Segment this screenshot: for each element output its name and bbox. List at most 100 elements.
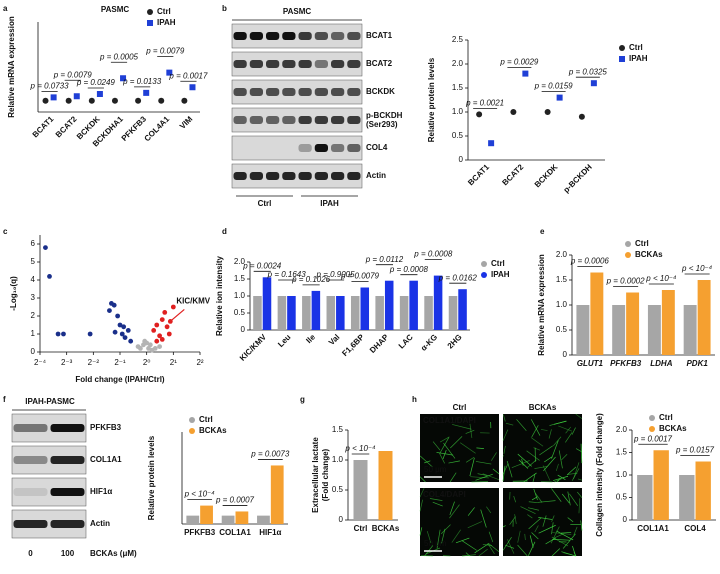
fiber — [503, 445, 506, 454]
y-tick-label: 0 — [563, 350, 568, 359]
dot — [166, 69, 173, 76]
bar — [235, 511, 249, 524]
fiber — [529, 535, 534, 548]
p-value: p < 10⁻⁴ — [184, 490, 216, 499]
point — [157, 333, 163, 339]
fiber — [476, 447, 484, 449]
fiber — [522, 460, 530, 464]
p-value: p = 0.0162 — [438, 273, 478, 282]
blot-band — [266, 116, 280, 124]
x-tick-label: 2⁻² — [88, 358, 100, 367]
x-tick-label: F1,6BP — [340, 332, 366, 358]
dot — [476, 111, 483, 118]
p-value: p = 0.0079 — [53, 70, 93, 79]
bar — [409, 280, 418, 330]
blot-band — [50, 520, 85, 528]
fiber — [533, 488, 538, 501]
fiber — [575, 413, 583, 420]
fiber — [465, 429, 475, 434]
fiber — [557, 478, 560, 483]
y-tick-label: 1.5 — [234, 274, 246, 283]
blot-band — [282, 60, 296, 68]
blot-label: PFKFB3 — [90, 423, 122, 432]
blot-band — [266, 88, 280, 96]
bar — [200, 505, 213, 524]
bar — [626, 292, 640, 355]
fiber — [467, 521, 483, 529]
p-value: p = 0.0006 — [570, 257, 610, 266]
fiber — [572, 545, 576, 557]
y-tick-label: 0.5 — [332, 485, 344, 494]
blot-band — [233, 172, 247, 180]
fiber — [530, 419, 541, 436]
group-label: Ctrl — [258, 199, 272, 208]
blot-band — [50, 488, 85, 496]
x-tick-label: Val — [327, 333, 342, 348]
blot-band — [298, 32, 312, 40]
blot-band — [282, 88, 296, 96]
y-tick-label: 0 — [623, 515, 628, 524]
fiber — [537, 500, 556, 503]
x-tick-label: HIF1α — [259, 528, 281, 537]
fiber — [543, 456, 556, 472]
bar — [221, 515, 235, 524]
y-tick-label: 2.0 — [452, 59, 464, 68]
dot — [590, 80, 597, 87]
micrograph — [503, 488, 582, 556]
point — [154, 322, 160, 328]
fiber — [533, 447, 541, 451]
dot — [120, 75, 127, 82]
fiber — [436, 529, 441, 549]
fiber — [578, 498, 581, 514]
bar — [257, 515, 270, 524]
fiber — [575, 448, 583, 453]
x-tick-label: COL1A1 — [219, 528, 251, 537]
blot-band — [50, 456, 85, 464]
blot-label: BCAT2 — [366, 59, 393, 68]
fiber — [502, 537, 512, 551]
fiber — [502, 463, 509, 475]
blot-label: COL1A1 — [90, 455, 122, 464]
y-tick-label: 3 — [31, 293, 36, 302]
fiber — [455, 537, 470, 544]
fiber — [553, 436, 562, 447]
fiber — [551, 548, 561, 557]
fiber — [419, 455, 433, 468]
fiber — [449, 504, 460, 519]
blot-band — [233, 60, 247, 68]
p-value: p = 0.9005 — [316, 270, 356, 279]
fiber — [436, 452, 454, 456]
dot — [143, 89, 150, 96]
blot-label: COL4 — [366, 143, 388, 152]
blot-band — [249, 116, 263, 124]
p-value: p < 10⁻⁴ — [645, 274, 677, 283]
point — [55, 331, 61, 337]
blot-band — [331, 116, 345, 124]
column-label: BCKAs — [529, 403, 557, 412]
legend-marker — [147, 9, 153, 15]
group-label: IPAH — [320, 199, 339, 208]
panel-letter: f — [3, 395, 6, 404]
fiber — [439, 437, 450, 455]
x-tick-label: PDK1 — [686, 359, 708, 368]
legend-label: IPAH — [629, 54, 648, 63]
fiber — [567, 472, 578, 475]
blot-band — [347, 88, 361, 96]
fiber — [560, 532, 572, 534]
blot-band — [331, 144, 345, 152]
blot-band — [298, 172, 312, 180]
y-axis-label: Relative protein levels — [427, 57, 436, 142]
fiber — [552, 475, 569, 481]
bar — [186, 515, 200, 524]
fiber — [502, 465, 506, 482]
blot-band — [13, 424, 48, 432]
blot-band — [331, 60, 345, 68]
legend-label: Ctrl — [491, 259, 505, 268]
group-label: 0 — [28, 549, 33, 558]
fiber — [535, 493, 543, 503]
blot-band — [233, 88, 247, 96]
legend-marker — [481, 272, 487, 278]
fiber — [469, 457, 475, 477]
fiber — [432, 501, 443, 507]
fiber — [551, 488, 562, 502]
